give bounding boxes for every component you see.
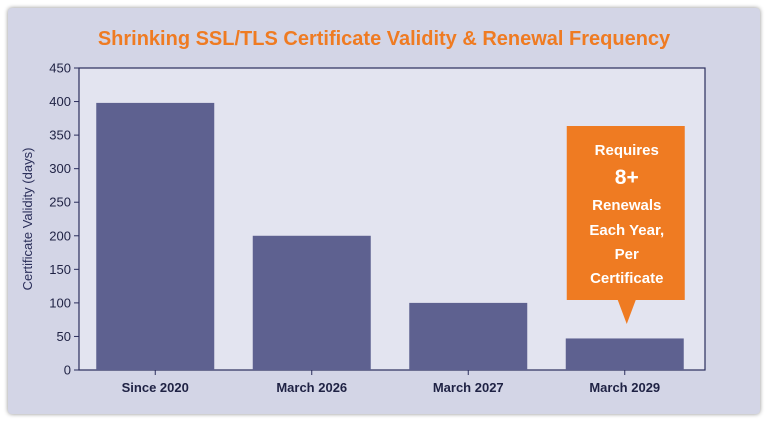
callout-line: 8+ (615, 166, 639, 189)
y-tick-label: 400 (49, 94, 71, 109)
y-tick-label: 450 (49, 61, 71, 76)
x-category-label: Since 2020 (122, 380, 189, 395)
y-tick-label: 100 (49, 295, 71, 310)
callout-line: Per (615, 246, 639, 263)
y-tick-label: 0 (64, 363, 71, 378)
callout-line: Requires (595, 142, 659, 159)
callout-line: Each Year, (589, 222, 664, 239)
y-tick-label: 300 (49, 161, 71, 176)
callout-line: Certificate (590, 270, 663, 287)
bar (96, 102, 215, 371)
renewal-callout: Requires 8+ Renewals Each Year, Per Certifica… (566, 126, 685, 324)
y-tick-label: 150 (49, 262, 71, 277)
y-tick-label: 50 (57, 329, 71, 344)
x-category-label: March 2026 (276, 380, 347, 395)
y-tick-label: 200 (49, 228, 71, 243)
callout-box (566, 126, 685, 324)
bar (565, 338, 684, 370)
y-axis-label: Certificate Validity (days) (20, 148, 35, 291)
bar (409, 302, 528, 370)
bar (252, 235, 371, 370)
x-category-label: March 2029 (589, 380, 660, 395)
chart-title: Shrinking SSL/TLS Certificate Validity &… (97, 28, 671, 50)
y-tick-label: 350 (49, 128, 71, 143)
x-category-label: March 2027 (433, 380, 504, 395)
y-tick-label: 250 (49, 195, 71, 210)
callout-line: Renewals (592, 197, 661, 214)
